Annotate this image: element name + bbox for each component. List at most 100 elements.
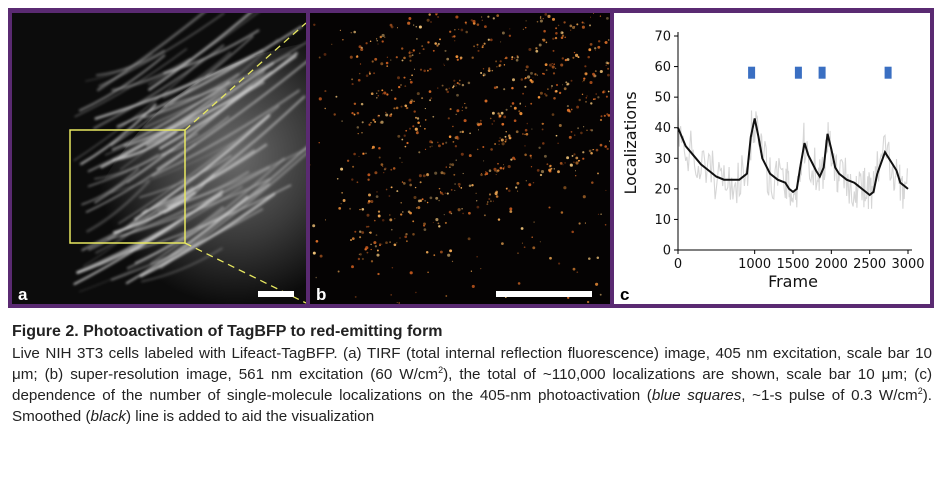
localization-dot: [370, 92, 374, 96]
localization-dot: [342, 199, 346, 202]
localization-dot: [414, 127, 418, 131]
localization-dot: [429, 99, 432, 102]
localization-dot: [385, 113, 389, 117]
localization-dot: [561, 34, 565, 37]
localization-dot: [371, 60, 374, 63]
localization-dot: [455, 159, 457, 161]
localization-dot: [451, 260, 454, 263]
localization-dot: [551, 17, 556, 21]
localization-dot: [570, 29, 572, 31]
localization-dot: [589, 16, 592, 18]
actin-fiber: [156, 60, 306, 171]
localization-dot: [553, 168, 556, 170]
localization-dot: [450, 212, 453, 215]
localization-dot: [488, 197, 491, 201]
localization-dot: [592, 149, 595, 151]
localization-dot: [390, 228, 393, 231]
localization-dot: [551, 65, 555, 69]
localization-dot: [437, 42, 440, 46]
localization-dot: [313, 23, 316, 27]
localization-dot: [354, 230, 357, 233]
localization-dot: [482, 45, 484, 47]
localization-dot: [530, 102, 533, 105]
localization-dot: [552, 37, 555, 41]
localization-dot: [456, 93, 459, 97]
localization-dot: [423, 69, 426, 73]
actin-fiber: [158, 147, 306, 214]
localization-dot: [520, 227, 524, 230]
localization-dot: [360, 47, 364, 52]
localization-dot: [396, 301, 398, 304]
localization-dot: [475, 192, 477, 194]
localization-dot: [438, 187, 441, 190]
localization-dot: [476, 122, 480, 126]
localization-dot: [437, 87, 439, 89]
localization-dot: [532, 77, 534, 79]
localization-dot: [505, 108, 508, 111]
localization-dot: [479, 119, 482, 122]
localization-dot: [480, 173, 483, 175]
x-tick-label: 2000: [815, 257, 848, 272]
localization-dot: [368, 71, 371, 74]
localization-dot: [365, 152, 367, 155]
localization-dot: [404, 85, 407, 87]
localization-dot: [523, 246, 526, 249]
localization-dot: [424, 200, 426, 202]
localization-dot: [583, 79, 585, 82]
raw-trace: [677, 103, 908, 210]
localization-dot: [379, 35, 383, 39]
localization-dot: [498, 114, 502, 118]
localization-dot: [493, 120, 495, 122]
localization-dot: [594, 70, 597, 73]
localization-dot: [584, 72, 588, 76]
localization-dot: [482, 145, 485, 149]
localization-dot: [499, 166, 503, 170]
localization-dot: [517, 190, 519, 192]
actin-fiber: [98, 186, 243, 266]
localization-dot: [519, 103, 521, 105]
localization-dot: [604, 41, 608, 44]
localization-dot: [595, 148, 599, 152]
localization-dot: [446, 192, 449, 195]
localization-dot: [548, 63, 552, 67]
localization-dot: [513, 158, 516, 161]
localization-dot: [590, 129, 594, 132]
localization-dot: [440, 191, 443, 195]
localization-dot: [441, 84, 444, 87]
localization-dot: [365, 225, 368, 228]
localization-dot: [514, 57, 516, 59]
actin-fiber: [78, 54, 166, 112]
localization-dot: [369, 231, 372, 234]
localization-dot: [575, 156, 579, 160]
localization-dot: [359, 63, 362, 65]
localization-dot: [476, 205, 480, 209]
localization-dot: [458, 83, 461, 86]
localization-dot: [358, 155, 360, 158]
localization-dot: [417, 206, 421, 210]
localization-dot: [318, 142, 320, 144]
raw-trace-line: [677, 103, 908, 210]
localization-dot: [408, 54, 412, 58]
localization-dot: [487, 69, 491, 73]
localization-dot: [385, 241, 388, 245]
localization-dot: [545, 69, 548, 72]
actin-fiber: [87, 89, 227, 173]
localization-dot: [498, 143, 500, 146]
localization-dot: [453, 79, 456, 82]
localization-dot: [577, 56, 580, 59]
localization-dot: [599, 118, 603, 122]
localization-dot: [605, 64, 607, 66]
actin-fiber: [94, 153, 159, 180]
localization-dot: [456, 109, 460, 113]
localization-dot: [599, 15, 602, 17]
localization-dot: [421, 198, 424, 201]
actin-fiber: [93, 44, 225, 130]
localization-dot: [572, 267, 576, 271]
localization-dot: [566, 156, 570, 160]
localization-dot: [497, 112, 500, 115]
localization-dot: [361, 257, 364, 261]
pulse-marker: [794, 66, 802, 79]
localization-dot: [604, 224, 607, 226]
localization-dot: [443, 172, 446, 175]
localization-dot: [417, 121, 420, 124]
